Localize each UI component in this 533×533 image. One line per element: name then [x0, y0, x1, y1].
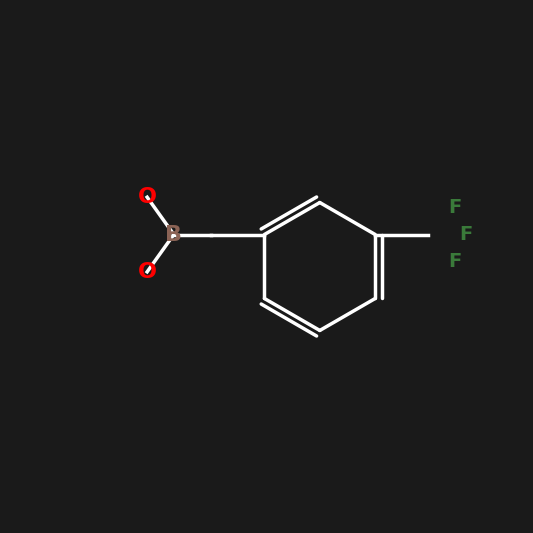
Text: F: F — [448, 252, 462, 271]
Text: O: O — [138, 262, 157, 282]
Text: F: F — [448, 198, 462, 217]
Text: B: B — [165, 224, 182, 245]
Text: F: F — [459, 225, 472, 244]
Text: O: O — [138, 187, 157, 207]
